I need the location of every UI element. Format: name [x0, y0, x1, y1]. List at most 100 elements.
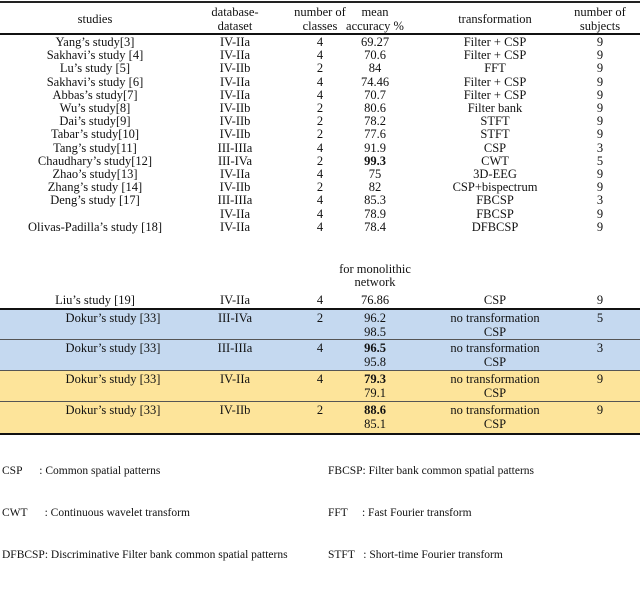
cell-transformation: CSP+bispectrum [452, 180, 538, 195]
header-transformation-label: transformation [458, 11, 532, 26]
table-row-liu: Liu’s study [19] IV-IIa 4 76.86 CSP 9 [0, 294, 640, 307]
cell-study: Deng’s study [17] [50, 193, 140, 208]
table-row: Tang’s study[11] III-IIIa 4 91.9 CSP 3 [0, 140, 640, 155]
cell-dataset: IV-IIa [219, 206, 251, 221]
header-line: mean [361, 4, 389, 19]
table-row-dokur: Dokur’s study [33] III-IVa 2 5 96.2 no transf… [0, 310, 640, 340]
cell-classes: 4 [316, 293, 324, 307]
cell-dataset: III-IIIa [217, 140, 253, 155]
cell-dataset: IV-IIb [219, 180, 251, 195]
cell-classes: 2 [316, 61, 324, 76]
cell-study: Dai’s study[9] [59, 114, 131, 129]
cell-transformation: Filter + CSP [463, 74, 527, 89]
cell-subjects: 5 [596, 153, 604, 168]
legend-item-dfbcsp: DFBCSP: Discriminative Filter bank commo… [2, 549, 288, 561]
header-line: number of [574, 4, 626, 19]
cell-transformation: FBCSP [476, 206, 514, 221]
legend-item-stft: STFT : Short-time Fourier transform [328, 549, 503, 561]
cell-dataset: III-IVa [217, 153, 252, 168]
header-transformation: transformation [430, 4, 560, 33]
cell-study [0, 208, 190, 221]
header-rule [0, 33, 640, 35]
cell-subjects: 9 [596, 114, 604, 129]
cell-accuracy: 76.86 [360, 293, 390, 307]
cell-classes: 4 [316, 372, 324, 386]
table-row: Sakhavi’s study [6] IV-IIa 4 74.46 Filter + … [0, 74, 640, 89]
cell-classes: 4 [316, 35, 324, 49]
section-rule [0, 308, 640, 310]
cell-transformation: CWT [481, 153, 509, 168]
legend-right: FBCSP: Filter bank common spatial patter… [328, 436, 534, 590]
cell-subjects: 9 [596, 61, 604, 76]
cell-dataset: IV-IIa [219, 48, 251, 63]
table-bottom-rule [0, 433, 640, 435]
cell-study: Zhang’s study [14] [47, 180, 143, 195]
cell-classes: 4 [316, 48, 324, 63]
liu-note-row-1: for monolithic [0, 263, 640, 276]
cell-accuracy: 78.4 [364, 219, 386, 234]
cell-subjects: 5 [596, 311, 604, 325]
table-row: Olivas-Padilla’s study [18] IV-IIa 4 78.4 DF… [0, 219, 640, 234]
cell-classes: 2 [316, 153, 324, 168]
table-row: Chaudhary’s study[12] III-IVa 2 99.3 CWT 5 [0, 153, 640, 168]
cell-subjects: 3 [596, 341, 604, 355]
cell-study: Sakhavi’s study [4] [46, 48, 144, 63]
legend-item-fft: FFT : Fast Fourier transform [328, 507, 472, 519]
cell-transformation: no transformation [450, 341, 540, 355]
cell-classes: 2 [316, 403, 324, 417]
cell-transformation: no transformation [450, 311, 540, 325]
cell-accuracy: 99.3 [364, 153, 386, 168]
cell-transformation: no transformation [450, 372, 540, 386]
cell-subjects: 9 [596, 74, 604, 89]
cell-accuracy: 91.9 [364, 140, 386, 155]
table-row: Dai’s study[9] IV-IIb 2 78.2 STFT 9 [0, 115, 640, 128]
cell-subjects: 9 [596, 219, 604, 234]
table-row: IV-IIa 4 78.9 FBCSP 9 [0, 206, 640, 221]
cell-transformation: Filter bank [467, 101, 523, 115]
cell-transformation: Filter + CSP [463, 35, 527, 49]
cell-accuracy: 69.27 [360, 35, 390, 49]
cell-accuracy: 96.5 [364, 341, 386, 355]
cell-study: Olivas-Padilla’s study [18] [27, 219, 162, 234]
cell-study: Yang’s study[3] [55, 35, 135, 49]
cell-study: Sakhavi’s study [6] [46, 74, 144, 89]
cell-classes: 4 [316, 140, 324, 155]
header-studies: studies [0, 4, 190, 33]
cell-transformation: CSP [483, 417, 507, 431]
cell-subjects: 9 [596, 87, 604, 102]
cell-accuracy: 75 [368, 167, 382, 181]
cell-transformation: STFT [480, 114, 510, 129]
cell-subjects: 9 [596, 48, 604, 63]
cell-study: Dokur’s study [33] [65, 311, 161, 325]
header-studies-label: studies [77, 11, 113, 26]
cell-transformation: STFT [480, 127, 510, 142]
cell-study: Dokur’s study [33] [65, 372, 161, 386]
table-row-dokur: Dokur’s study [33] IV-IIa 4 9 79.3 no transfo… [0, 371, 640, 402]
cell-dataset: IV-IIa [219, 219, 251, 234]
cell-transformation: Filter + CSP [463, 87, 527, 102]
cell-dataset: III-IIIa [217, 193, 253, 208]
cell-accuracy: 77.6 [364, 127, 386, 142]
cell-accuracy: 80.6 [364, 101, 386, 115]
header-line: subjects [579, 18, 621, 33]
cell-accuracy: 74.46 [360, 74, 390, 89]
legend-item-csp: CSP : Common spatial patterns [2, 465, 161, 477]
cell-subjects: 3 [596, 140, 604, 155]
legend-item-fbcsp: FBCSP: Filter bank common spatial patter… [328, 465, 535, 477]
cell-study: Liu’s study [19] [55, 293, 135, 307]
table-row-dokur: Dokur’s study [33] III-IIIa 4 3 96.5 no trans… [0, 340, 640, 371]
cell-transformation: Filter + CSP [463, 48, 527, 63]
cell-study: Dokur’s study [33] [65, 341, 161, 355]
header-number-of-subjects: number of subjects [560, 4, 640, 33]
cell-study: Chaudhary’s study[12] [37, 153, 153, 168]
table-row: Zhao’s study[13] IV-IIa 4 75 3D-EEG 9 [0, 168, 640, 181]
cell-transformation: FBCSP [476, 193, 514, 208]
cell-classes: 4 [316, 341, 324, 355]
liu-note-row-2: network [0, 276, 640, 289]
header-line: dataset [217, 18, 253, 33]
cell-transformation: CSP [483, 386, 507, 400]
header-number-of-classes: number of classes [280, 4, 360, 33]
cell-dataset: IV-IIa [219, 293, 251, 307]
table-row-dokur: Dokur’s study [33] IV-IIb 2 9 88.6 no transfo… [0, 402, 640, 433]
cell-accuracy: 85.1 [364, 417, 386, 431]
